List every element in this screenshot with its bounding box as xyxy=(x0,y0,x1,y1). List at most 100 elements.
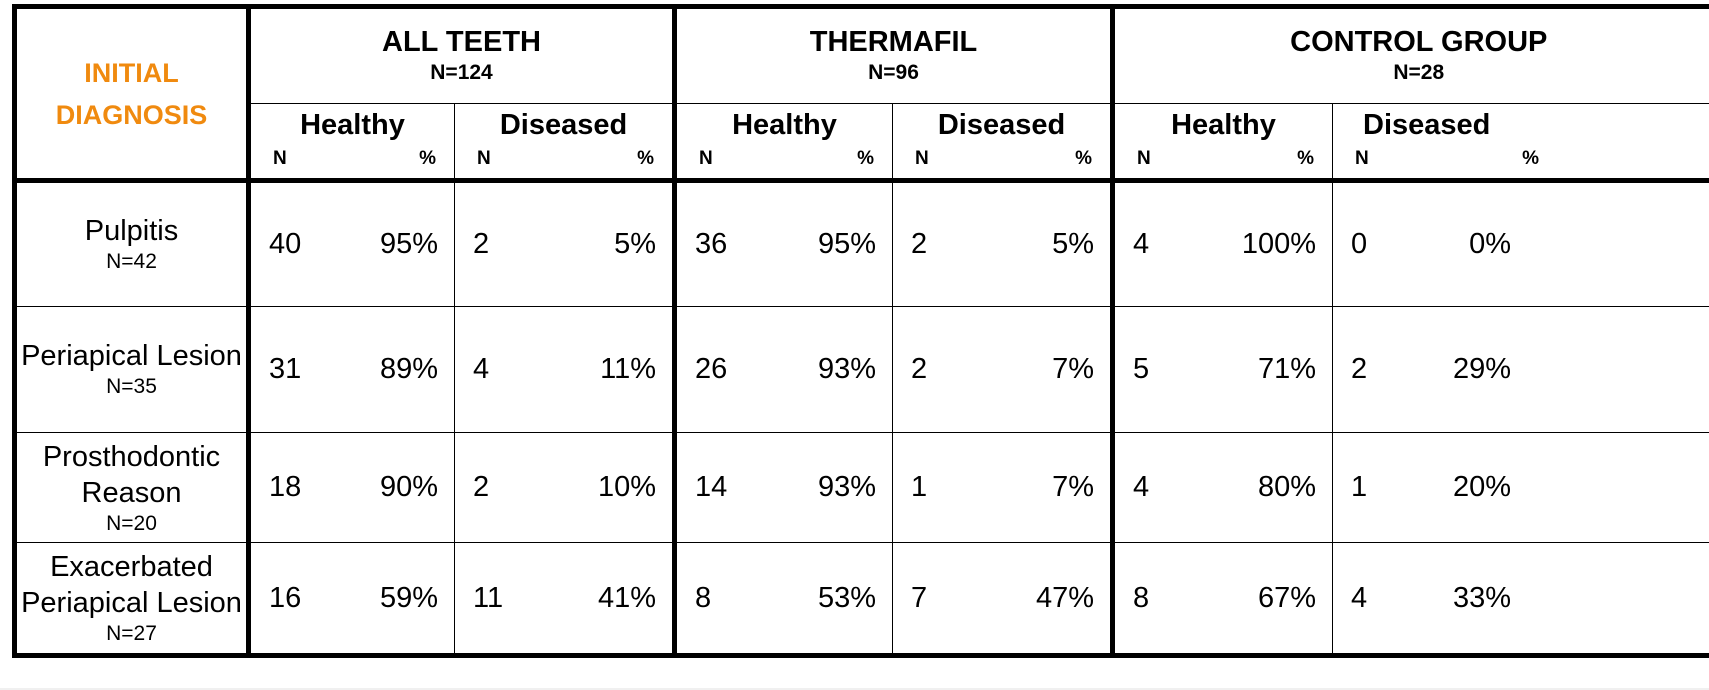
percent-value: 10% xyxy=(597,471,656,504)
percent-value: 5% xyxy=(1052,227,1094,260)
diagnosis-name: Reason xyxy=(81,476,182,509)
diagnosis-label: Prosthodontic Reason N=20 xyxy=(14,432,251,544)
diagnosis-label: Periapical Lesion N=35 xyxy=(14,306,251,433)
diagnosis-label: Exacerbated Periapical Lesion N=27 xyxy=(14,542,251,656)
count-value: 8 xyxy=(695,581,712,614)
count-value: 40 xyxy=(269,227,302,260)
subheader-title: Healthy xyxy=(300,108,405,141)
percent-value: 29% xyxy=(1452,352,1511,385)
pct-label: % xyxy=(1075,147,1092,169)
group-count: N=124 xyxy=(430,60,493,84)
percent-value: 71% xyxy=(1257,352,1316,385)
pct-label: % xyxy=(1297,147,1314,169)
table-row: Periapical Lesion N=35 31 89% 4 11% 26 93% 2 7% 5 7… xyxy=(14,306,1709,433)
percent-value: 11% xyxy=(600,352,656,385)
percent-value: 0% xyxy=(1469,227,1511,260)
value-cell: 2 10% xyxy=(454,432,677,544)
n-label: N xyxy=(915,147,929,169)
value-cell: 31 89% xyxy=(248,306,455,433)
results-table: INITIAL DIAGNOSIS ALL TEETH N=124 THERMA… xyxy=(12,4,1709,658)
value-cell: 36 95% xyxy=(674,180,893,307)
subheader-title: Healthy xyxy=(732,108,837,141)
percent-value: 90% xyxy=(379,471,438,504)
value-cell: 26 93% xyxy=(674,306,893,433)
subheader-healthy: Healthy N% xyxy=(1112,103,1333,184)
diagnosis-name: Exacerbated xyxy=(50,551,213,584)
subheader-diseased: Diseased N% xyxy=(892,103,1115,184)
subheader-diseased: Diseased N% xyxy=(454,103,677,184)
subheader-healthy: Healthy N% xyxy=(248,103,455,184)
count-value: 18 xyxy=(269,471,302,504)
count-value: 1 xyxy=(1351,471,1368,504)
diagnosis-name: Prosthodontic xyxy=(42,440,221,473)
count-value: 11 xyxy=(473,581,504,614)
percent-value: 7% xyxy=(1052,352,1094,385)
value-cell: 11 41% xyxy=(454,542,677,656)
percent-value: 41% xyxy=(597,581,656,614)
subheader-title: Healthy xyxy=(1171,108,1276,141)
count-value: 2 xyxy=(473,471,490,504)
percent-value: 67% xyxy=(1257,581,1316,614)
percent-value: 59% xyxy=(379,581,438,614)
count-value: 4 xyxy=(1351,581,1368,614)
percent-value: 20% xyxy=(1452,471,1511,504)
subheader-row: Healthy N% Diseased N% Healthy N% Diseas… xyxy=(15,103,1709,184)
percent-value: 47% xyxy=(1035,581,1094,614)
count-value: 2 xyxy=(473,227,490,260)
percent-value: 5% xyxy=(614,227,656,260)
percent-value: 95% xyxy=(817,227,876,260)
n-label: N xyxy=(1355,147,1369,169)
diagnosis-header-line2: DIAGNOSIS xyxy=(55,99,208,130)
diagnosis-label: Pulpitis N=42 xyxy=(14,180,251,307)
value-cell: 14 93% xyxy=(674,432,893,544)
count-value: 4 xyxy=(1133,471,1150,504)
diagnosis-header-line1: INITIAL xyxy=(84,57,179,88)
group-title: CONTROL GROUP xyxy=(1290,25,1548,58)
percent-value: 89% xyxy=(379,352,438,385)
n-label: N xyxy=(477,147,491,169)
count-value: 16 xyxy=(269,581,302,614)
value-cell: 2 5% xyxy=(892,180,1115,307)
value-cell: 16 59% xyxy=(248,542,455,656)
value-cell: 4 11% xyxy=(454,306,677,433)
count-value: 8 xyxy=(1133,581,1150,614)
pct-label: % xyxy=(637,147,654,169)
pct-label: % xyxy=(1522,147,1539,169)
percent-value: 80% xyxy=(1257,471,1316,504)
count-value: 2 xyxy=(1351,352,1368,385)
value-cell: 2 5% xyxy=(454,180,677,307)
value-cell: 4 100% xyxy=(1112,180,1333,307)
table-row: Prosthodontic Reason N=20 18 90% 2 10% 14 93% 1 7%… xyxy=(14,432,1709,544)
diagnosis-name: Periapical Lesion xyxy=(21,340,242,373)
value-cell: 7 47% xyxy=(892,542,1115,656)
group-title: THERMAFIL xyxy=(809,25,978,58)
diagnosis-count: N=42 xyxy=(106,250,157,274)
pct-label: % xyxy=(419,147,436,169)
count-value: 14 xyxy=(695,471,728,504)
count-value: 1 xyxy=(911,471,928,504)
table-row: Exacerbated Periapical Lesion N=27 16 59% 11 4… xyxy=(14,542,1709,656)
percent-value: 95% xyxy=(379,227,438,260)
count-value: 2 xyxy=(911,352,928,385)
count-value: 4 xyxy=(473,352,490,385)
table-row: Pulpitis N=42 40 95% 2 5% 36 95% 2 5% 4 100% 0 0% xyxy=(14,180,1709,307)
value-cell: 4 80% xyxy=(1112,432,1333,544)
count-value: 36 xyxy=(695,227,728,260)
percent-value: 7% xyxy=(1052,471,1094,504)
pct-label: % xyxy=(857,147,874,169)
value-cell: 18 90% xyxy=(248,432,455,544)
value-cell: 8 67% xyxy=(1112,542,1333,656)
n-label: N xyxy=(699,147,713,169)
diagnosis-name: Pulpitis xyxy=(84,215,179,248)
value-cell: 1 20% xyxy=(1332,432,1709,544)
percent-value: 93% xyxy=(817,471,876,504)
value-cell: 5 71% xyxy=(1112,306,1333,433)
value-cell: 4 33% xyxy=(1333,543,1709,656)
value-cell: 8 53% xyxy=(674,542,893,656)
group-header-all-teeth: ALL TEETH N=124 xyxy=(248,6,677,104)
diagnosis-name: Periapical Lesion xyxy=(21,587,242,620)
percent-value: 53% xyxy=(817,581,876,614)
count-value: 7 xyxy=(911,581,928,614)
value-cell: 40 95% xyxy=(248,180,455,307)
group-header-row: INITIAL DIAGNOSIS ALL TEETH N=124 THERMA… xyxy=(14,6,1709,184)
